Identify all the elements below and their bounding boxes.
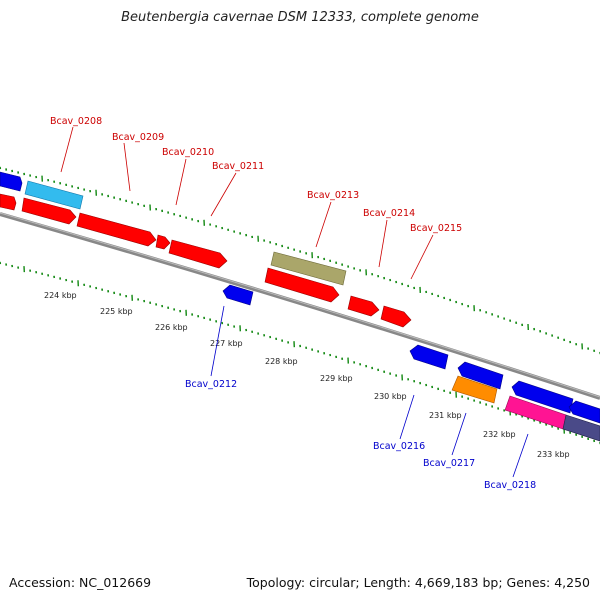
forward-gene-labels [60, 126, 434, 280]
genome-backbone [0, 212, 600, 400]
gene-arrow[interactable] [270, 251, 347, 286]
kbp-label: 232 kbp [483, 430, 516, 439]
gene-label-reverse[interactable]: Bcav_0217 [423, 458, 475, 469]
kbp-label: 226 kbp [155, 323, 188, 332]
gene-label-forward[interactable]: Bcav_0214 [363, 208, 415, 219]
gene-label-reverse[interactable]: Bcav_0216 [373, 441, 425, 452]
gene-arrow[interactable] [24, 180, 84, 210]
gene-label-reverse[interactable]: Bcav_0218 [484, 480, 536, 491]
gene-arrow[interactable] [0, 171, 23, 192]
gene-label-forward[interactable]: Bcav_0210 [162, 147, 214, 158]
kbp-label: 233 kbp [537, 450, 570, 459]
gene-label-forward[interactable]: Bcav_0211 [212, 161, 264, 172]
gene-arrow[interactable] [380, 305, 412, 328]
map-title: Beutenbergia cavernae DSM 12333, complet… [121, 10, 479, 25]
gene-arrow[interactable] [222, 284, 254, 306]
gene-arrow[interactable] [409, 344, 449, 370]
genome-backbone-highlight [0, 212, 600, 398]
kbp-scale: 224 kbp 225 kbp 226 kbp 227 kbp 228 kbp … [44, 291, 570, 459]
kbp-label: 225 kbp [100, 307, 133, 316]
topology-text: Topology: circular; Length: 4,669,183 bp… [246, 575, 590, 590]
reverse-gene-labels [210, 305, 529, 478]
reverse-genes [222, 284, 600, 442]
gene-arrow[interactable] [347, 295, 380, 317]
kbp-label: 224 kbp [44, 291, 77, 300]
kbp-label: 231 kbp [429, 411, 462, 420]
gene-label-forward[interactable]: Bcav_0215 [410, 223, 462, 234]
gene-label-forward[interactable]: Bcav_0213 [307, 190, 359, 201]
gene-arrow[interactable] [457, 361, 504, 390]
gene-arrow[interactable] [155, 234, 171, 250]
outer-dotted-ticks [0, 166, 600, 355]
gene-arrow[interactable] [21, 197, 77, 225]
gene-arrow[interactable] [168, 239, 228, 269]
gene-arrow[interactable] [568, 400, 600, 424]
accession-text: Accession: NC_012669 [9, 575, 152, 590]
gene-arrow[interactable] [0, 193, 17, 211]
kbp-label: 230 kbp [374, 392, 407, 401]
gene-arrow[interactable] [562, 414, 600, 442]
kbp-label: 228 kbp [265, 357, 298, 366]
gene-arrow[interactable] [451, 375, 498, 404]
kbp-label: 227 kbp [210, 339, 243, 348]
forward-genes [0, 171, 412, 328]
gene-arrow[interactable] [511, 380, 574, 414]
gene-label-forward[interactable]: Bcav_0208 [50, 116, 102, 127]
kbp-label: 229 kbp [320, 374, 353, 383]
gene-label-reverse[interactable]: Bcav_0212 [185, 379, 237, 390]
gene-arrow[interactable] [76, 212, 157, 247]
gene-arrow[interactable] [264, 267, 340, 303]
inner-dotted-ticks [0, 261, 600, 445]
gene-label-forward[interactable]: Bcav_0209 [112, 132, 164, 143]
